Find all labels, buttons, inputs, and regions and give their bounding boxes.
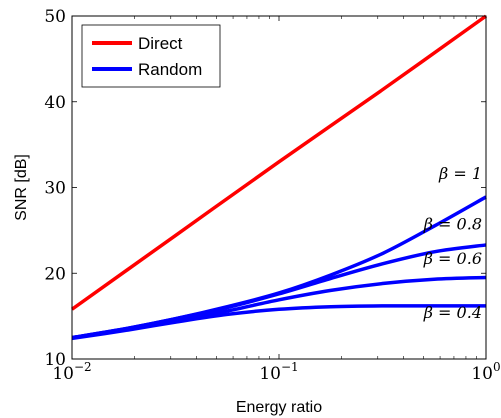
legend-box <box>81 24 221 88</box>
beta-annotation: β = 0.8 <box>423 215 482 234</box>
y-tick-label: 50 <box>44 7 66 27</box>
x-axis-label: Energy ratio <box>236 399 322 416</box>
beta-annotation: β = 0.4 <box>423 303 482 322</box>
legend-label: Random <box>138 60 202 79</box>
y-tick-label: 10 <box>44 350 66 370</box>
series-line-direct-0 <box>70 14 488 311</box>
annotation-layer: β = 1 β = 0.8 β = 0.6 β = 0.4 <box>423 164 482 322</box>
y-tick-label: 40 <box>44 93 66 113</box>
legend-label: Direct <box>138 34 183 53</box>
x-tick-label: 100 <box>471 360 500 384</box>
series-layer <box>70 14 488 341</box>
y-axis-label: SNR [dB] <box>13 154 30 221</box>
x-tick-label: 10−2 <box>52 360 91 384</box>
series-line-random-4 <box>71 304 486 341</box>
x-tick-label: 10−1 <box>259 360 298 384</box>
y-tick-label: 30 <box>44 179 66 199</box>
beta-annotation: β = 0.6 <box>423 249 482 268</box>
y-tick-label: 20 <box>44 264 66 284</box>
legend: Direct Random <box>81 24 221 88</box>
beta-annotation: β = 1 <box>438 164 482 183</box>
ticks-layer: 10−2 10−1 100 10 20 30 40 50 <box>44 7 500 384</box>
